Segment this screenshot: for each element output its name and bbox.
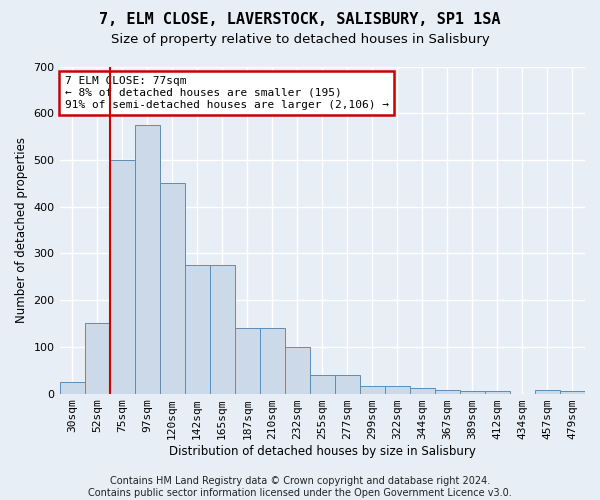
Bar: [410, 388, 435, 394]
Bar: [385, 386, 410, 394]
Bar: [535, 390, 560, 394]
Bar: [209, 265, 235, 394]
Text: Contains HM Land Registry data © Crown copyright and database right 2024.
Contai: Contains HM Land Registry data © Crown c…: [88, 476, 512, 498]
Bar: [260, 328, 285, 394]
Text: 7 ELM CLOSE: 77sqm
← 8% of detached houses are smaller (195)
91% of semi-detache: 7 ELM CLOSE: 77sqm ← 8% of detached hous…: [65, 76, 389, 110]
Text: Size of property relative to detached houses in Salisbury: Size of property relative to detached ho…: [110, 32, 490, 46]
Bar: [85, 324, 110, 394]
Bar: [134, 125, 160, 394]
Bar: [460, 391, 485, 394]
Text: 7, ELM CLOSE, LAVERSTOCK, SALISBURY, SP1 1SA: 7, ELM CLOSE, LAVERSTOCK, SALISBURY, SP1…: [99, 12, 501, 28]
Bar: [335, 375, 360, 394]
Bar: [435, 390, 460, 394]
Y-axis label: Number of detached properties: Number of detached properties: [15, 137, 28, 323]
Bar: [235, 328, 260, 394]
Bar: [110, 160, 134, 394]
Bar: [560, 391, 585, 394]
X-axis label: Distribution of detached houses by size in Salisbury: Distribution of detached houses by size …: [169, 444, 476, 458]
Bar: [185, 265, 209, 394]
Bar: [360, 386, 385, 394]
Bar: [160, 184, 185, 394]
Bar: [310, 375, 335, 394]
Bar: [285, 347, 310, 394]
Bar: [485, 391, 510, 394]
Bar: [59, 382, 85, 394]
